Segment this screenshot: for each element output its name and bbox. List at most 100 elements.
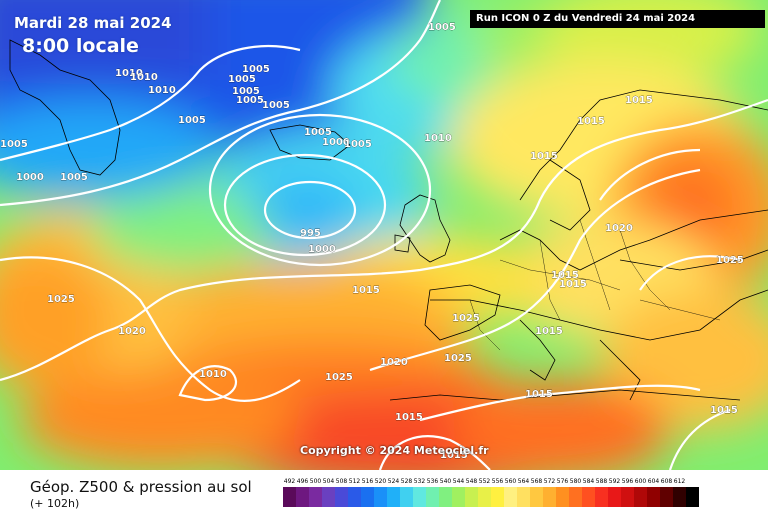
scale-swatch	[465, 487, 478, 507]
scale-swatch	[660, 487, 673, 507]
geopotential-field	[0, 0, 768, 470]
scale-tick-label: 492	[283, 478, 296, 485]
isobar-label: 1005	[236, 95, 264, 106]
isobar-label: 1015	[710, 405, 738, 416]
isobar-label: 1015	[625, 95, 653, 106]
model-run-banner: Run ICON 0 Z du Vendredi 24 mai 2024	[470, 10, 765, 28]
scale-tick-label: 516	[361, 478, 374, 485]
scale-tick-label: 612	[673, 478, 686, 485]
scale-swatch	[348, 487, 361, 507]
scale-tick-label: 520	[374, 478, 387, 485]
scale-swatch	[452, 487, 465, 507]
isobar-label: 1015	[559, 279, 587, 290]
isobar-label: 1020	[380, 357, 408, 368]
isobar-label: 1000	[308, 244, 336, 255]
legend-subtitle: (+ 102h)	[30, 497, 80, 510]
isobar-label: 1015	[577, 116, 605, 127]
scale-tick-label: 540	[439, 478, 452, 485]
scale-tick-label: 532	[413, 478, 426, 485]
scale-tick-label: 544	[452, 478, 465, 485]
scale-tick-label: 512	[348, 478, 361, 485]
isobar-label: 1015	[530, 151, 558, 162]
scale-tick-label: 500	[309, 478, 322, 485]
isobar-label: 1005	[428, 22, 456, 33]
scale-swatch	[309, 487, 322, 507]
isobar-label: 1020	[605, 223, 633, 234]
isobar-label: 1005	[232, 86, 260, 97]
isobar-label: 995	[300, 228, 321, 239]
scale-tick-label: 564	[517, 478, 530, 485]
isobar-label: 1005	[178, 115, 206, 126]
scale-tick-label: 576	[556, 478, 569, 485]
scale-tick-label: 600	[634, 478, 647, 485]
scale-tick-label: 508	[335, 478, 348, 485]
scale-tick-label: 536	[426, 478, 439, 485]
scale-swatch	[426, 487, 439, 507]
scale-swatch	[647, 487, 660, 507]
forecast-time: 8:00 locale	[22, 35, 139, 57]
scale-swatch	[400, 487, 413, 507]
scale-swatch	[335, 487, 348, 507]
isobar-label: 1025	[47, 294, 75, 305]
scale-swatch	[478, 487, 491, 507]
scale-tick-label: 592	[608, 478, 621, 485]
isobar-label: 1005	[344, 139, 372, 150]
isobar-label: 1015	[352, 285, 380, 296]
scale-tick-label: 580	[569, 478, 582, 485]
weather-map: 1005 1010 1010 1010 1005 1005 1005 1005 …	[0, 0, 768, 470]
legend-footer: Géop. Z500 & pression au sol (+ 102h) 49…	[0, 470, 768, 512]
isobar-label: 1010	[148, 85, 176, 96]
scale-tick-label: 588	[595, 478, 608, 485]
isobar-label: 1010	[130, 72, 158, 83]
scale-tick-label: 608	[660, 478, 673, 485]
legend-title: Géop. Z500 & pression au sol	[30, 478, 252, 496]
isobar-label: 1015	[551, 270, 579, 281]
isobar-label: 1025	[716, 255, 744, 266]
scale-swatch	[296, 487, 309, 507]
scale-tick-label: 604	[647, 478, 660, 485]
scale-swatch	[569, 487, 582, 507]
scale-swatch	[517, 487, 530, 507]
isobar-label: 1010	[424, 133, 452, 144]
scale-tick-label: 504	[322, 478, 335, 485]
isobar-label: 1015	[440, 450, 468, 461]
scale-swatch	[686, 487, 699, 507]
isobar-label: 1000	[322, 137, 350, 148]
scale-swatch	[634, 487, 647, 507]
scale-swatch	[322, 487, 335, 507]
scale-tick-label: 496	[296, 478, 309, 485]
isobar-label: 1000	[16, 172, 44, 183]
isobar-label: 1025	[325, 372, 353, 383]
isobar-label: 1005	[0, 139, 28, 150]
scale-swatch	[387, 487, 400, 507]
scale-tick-label: 572	[543, 478, 556, 485]
isobar-label: 1010	[199, 369, 227, 380]
scale-swatch	[361, 487, 374, 507]
scale-tick-label: 596	[621, 478, 634, 485]
scale-swatch	[608, 487, 621, 507]
isobar-label: 1025	[444, 353, 472, 364]
isobar-label: 1005	[60, 172, 88, 183]
isobar-label: 1005	[304, 127, 332, 138]
isobar-label: 1005	[228, 74, 256, 85]
scale-swatch	[530, 487, 543, 507]
scale-swatch	[582, 487, 595, 507]
scale-swatch	[621, 487, 634, 507]
isobar-lines	[0, 0, 768, 470]
scale-swatch	[504, 487, 517, 507]
scale-swatch	[595, 487, 608, 507]
scale-tick-label: 584	[582, 478, 595, 485]
isobar-label: 1025	[452, 313, 480, 324]
scale-swatch	[491, 487, 504, 507]
isobar-label: 1005	[242, 64, 270, 75]
scale-tick-label: 528	[400, 478, 413, 485]
scale-swatch	[439, 487, 452, 507]
isobar-label: 1010	[115, 68, 143, 79]
scale-swatch	[556, 487, 569, 507]
isobar-label: 1005	[262, 100, 290, 111]
scale-tick-label: 556	[491, 478, 504, 485]
scale-tick-label: 548	[465, 478, 478, 485]
scale-swatch	[673, 487, 686, 507]
forecast-date: Mardi 28 mai 2024	[14, 14, 172, 32]
scale-swatch	[283, 487, 296, 507]
